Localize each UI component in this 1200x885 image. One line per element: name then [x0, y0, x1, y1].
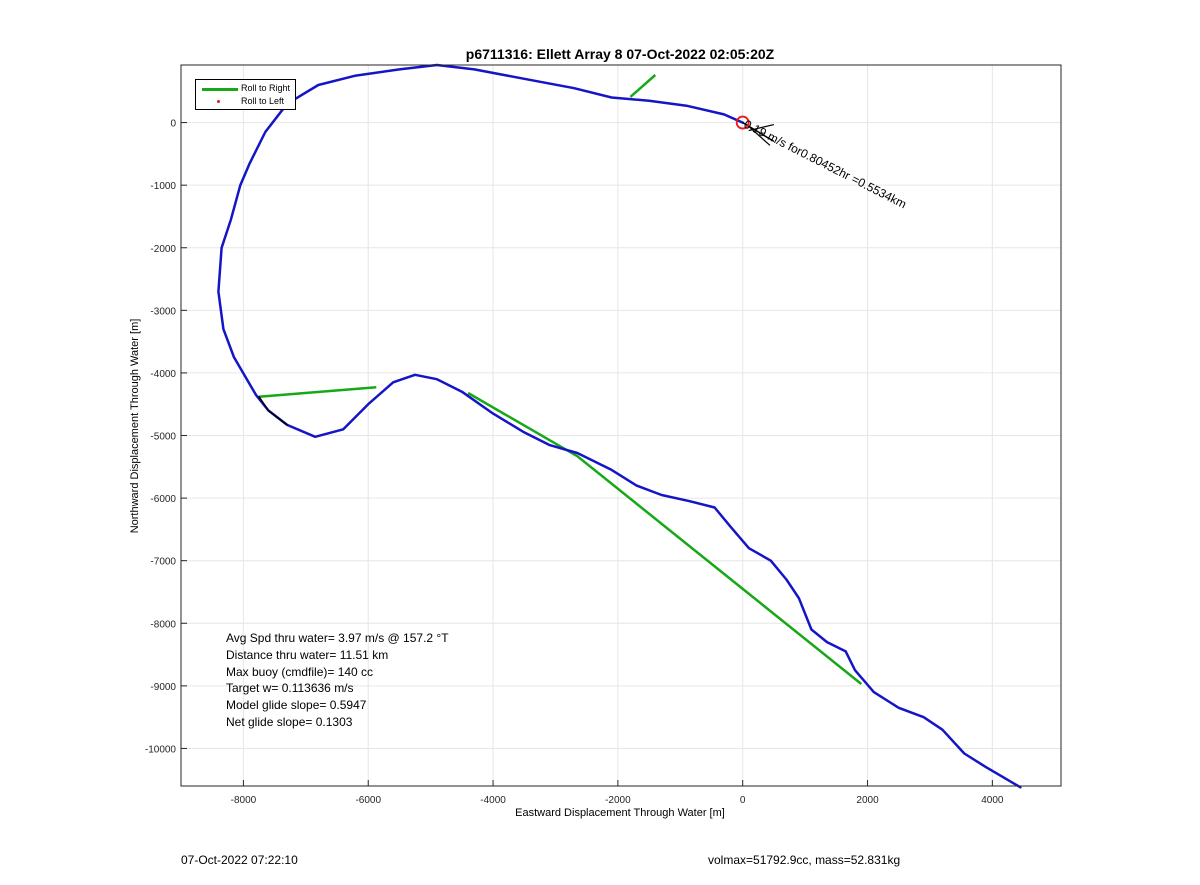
- y-tick-label: -6000: [150, 494, 176, 505]
- stat-model-glide-slope: Model glide slope= 0.5947: [226, 698, 367, 713]
- y-tick-label: -9000: [150, 682, 176, 693]
- y-tick-label: -3000: [150, 306, 176, 317]
- roll-right-segment: [629, 74, 657, 98]
- current-vector-line: [746, 124, 771, 146]
- chart-title: p6711316: Ellett Array 8 07-Oct-2022 02:…: [465, 46, 775, 62]
- y-axis-label: Northward Displacement Through Water [m]: [129, 318, 141, 534]
- grid-lines: [181, 65, 1061, 786]
- y-tick-label: -4000: [150, 369, 176, 380]
- legend-entry-roll-left: Roll to Left: [196, 96, 295, 108]
- x-tick-label: -4000: [480, 795, 506, 806]
- series-layer: [217, 63, 1022, 789]
- roll-right-segment: [258, 386, 377, 398]
- stat-distance: Distance thru water= 11.51 km: [226, 647, 389, 662]
- footer-timestamp: 07-Oct-2022 07:22:10: [181, 853, 298, 867]
- x-tick-label: 2000: [856, 795, 879, 806]
- model-track-line: [258, 395, 288, 426]
- stat-net-glide-slope: Net glide slope= 0.1303: [226, 714, 353, 729]
- legend-line-swatch: [202, 88, 238, 91]
- footer-mass-info: volmax=51792.9cc, mass=52.831kg: [708, 853, 901, 867]
- y-tick-label: -2000: [150, 244, 176, 255]
- legend-label: Roll to Left: [241, 96, 285, 106]
- x-tick-label: 0: [740, 795, 746, 806]
- y-tick-label: -8000: [150, 619, 176, 630]
- y-tick-label: -5000: [150, 432, 176, 443]
- current-vector-line: [748, 123, 775, 132]
- x-tick-label: -6000: [355, 795, 381, 806]
- legend-entry-roll-right: Roll to Right: [196, 83, 295, 95]
- start-point-marker: [735, 115, 750, 130]
- glider-track-line: [217, 63, 1022, 789]
- axis-ticks: -8000 -6000 -4000 -2000 0 2000 4000 0 -1000 -2000…: [145, 119, 1004, 806]
- legend-dot-swatch: [217, 100, 220, 103]
- x-tick-label: -8000: [231, 795, 257, 806]
- y-tick-label: -1000: [150, 181, 176, 192]
- stats-block: Avg Spd thru water= 3.97 m/s @ 157.2 °T …: [226, 630, 449, 731]
- x-tick-label: -2000: [605, 795, 631, 806]
- stat-avg-speed: Avg Spd thru water= 3.97 m/s @ 157.2 °T: [226, 631, 449, 645]
- roll-right-segment: [467, 391, 863, 685]
- stat-max-buoy: Max buoy (cmdfile)= 140 cc: [226, 664, 374, 679]
- y-tick-label: -10000: [145, 744, 177, 755]
- x-axis-label: Eastward Displacement Through Water [m]: [515, 807, 725, 819]
- legend-label: Roll to Right: [241, 83, 291, 93]
- y-tick-label: -7000: [150, 557, 176, 568]
- legend: Roll to Right Roll to Left: [195, 79, 296, 110]
- plot-frame: [180, 64, 1062, 787]
- stat-target-w: Target w= 0.113636 m/s: [226, 681, 354, 696]
- y-tick-label: 0: [170, 119, 176, 130]
- x-tick-label: 4000: [981, 795, 1004, 806]
